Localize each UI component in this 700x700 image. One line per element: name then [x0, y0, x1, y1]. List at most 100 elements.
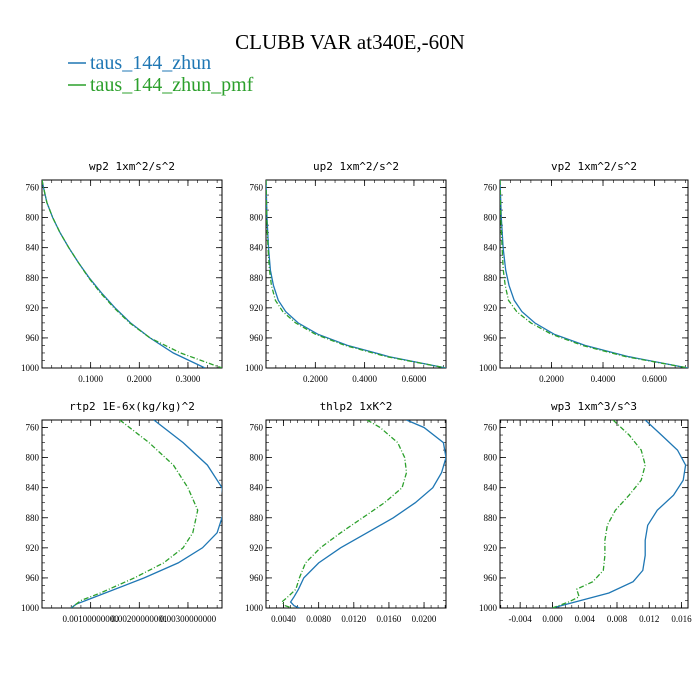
- y-tick-label: 760: [250, 183, 264, 193]
- x-tick-label: 0.3000: [176, 374, 201, 384]
- y-tick-label: 880: [250, 273, 264, 283]
- series-line-1: [280, 420, 408, 608]
- y-tick-label: 880: [26, 513, 40, 523]
- y-tick-label: 840: [250, 243, 264, 253]
- y-tick-label: 960: [484, 573, 498, 583]
- y-tick-label: 760: [484, 183, 498, 193]
- legend: taus_144_zhun taus_144_zhun_pmf: [68, 52, 254, 96]
- x-tick-label: 0.2000: [303, 374, 328, 384]
- y-tick-label: 920: [26, 543, 40, 553]
- series-line-0: [289, 420, 446, 608]
- x-tick-label: -0.004: [509, 614, 533, 624]
- panel-title: thlp2 1xK^2: [320, 400, 393, 413]
- x-tick-label: 0.0120: [341, 614, 366, 624]
- y-tick-label: 1000: [245, 603, 264, 613]
- y-tick-label: 840: [250, 483, 264, 493]
- y-tick-label: 840: [484, 483, 498, 493]
- panels: wp2 1xm^2/s^2 760 800 840 880 920 960 1000 0.100…: [21, 160, 692, 624]
- y-tick-label: 760: [250, 423, 264, 433]
- y-tick-label: 760: [484, 423, 498, 433]
- y-tick-label: 800: [250, 453, 264, 463]
- y-tick-label: 920: [484, 543, 498, 553]
- y-tick-label: 800: [484, 213, 498, 223]
- series-line-1: [70, 420, 199, 608]
- series-line-0: [552, 420, 687, 608]
- y-tick-label: 800: [484, 453, 498, 463]
- plot-frame: [499, 419, 689, 609]
- y-tick-label: 960: [250, 573, 264, 583]
- y-tick-label: 880: [26, 273, 40, 283]
- x-tick-label: 0.012: [639, 614, 659, 624]
- y-tick-label: 920: [250, 543, 264, 553]
- plot-frame: [41, 179, 223, 369]
- series-line-0: [266, 180, 446, 368]
- y-tick-label: 1000: [479, 603, 498, 613]
- x-tick-label: 0.000: [542, 614, 563, 624]
- x-tick-label: 0.4000: [352, 374, 377, 384]
- panel-3: rtp2 1E-6x(kg/kg)^2 760 800 840 880 920 960 100…: [21, 400, 223, 624]
- series-line-0: [42, 180, 206, 368]
- panel-title: rtp2 1E-6x(kg/kg)^2: [69, 400, 195, 413]
- y-tick-label: 960: [26, 333, 40, 343]
- y-tick-label: 960: [484, 333, 498, 343]
- plot-frame: [265, 419, 447, 609]
- x-tick-label: 0.0160: [377, 614, 402, 624]
- y-tick-label: 880: [484, 513, 498, 523]
- y-tick-label: 760: [26, 183, 40, 193]
- x-tick-label: 0.6000: [402, 374, 427, 384]
- y-tick-label: 800: [26, 213, 40, 223]
- x-tick-label: 0.2000: [127, 374, 152, 384]
- legend-label-0: taus_144_zhun: [90, 52, 211, 74]
- panel-5: wp3 1xm^3/s^3 760 800 840 880 920 960 1000 -0.00…: [479, 400, 692, 624]
- y-tick-label: 960: [26, 573, 40, 583]
- series-line-1: [552, 420, 646, 608]
- panel-title: up2 1xm^2/s^2: [313, 160, 399, 173]
- y-tick-label: 920: [26, 303, 40, 313]
- plot-frame: [41, 419, 223, 609]
- x-tick-label: 0.0080: [306, 614, 331, 624]
- x-tick-label: 0.0040: [271, 614, 296, 624]
- x-tick-label: 0.00100000000: [63, 614, 120, 624]
- panel-title: wp2 1xm^2/s^2: [89, 160, 175, 173]
- plot-frame: [265, 179, 447, 369]
- y-tick-label: 960: [250, 333, 264, 343]
- x-tick-label: 0.2000: [539, 374, 564, 384]
- series-line-1: [42, 180, 222, 368]
- x-tick-label: 0.6000: [642, 374, 667, 384]
- y-tick-label: 920: [250, 303, 264, 313]
- x-tick-label: 0.008: [607, 614, 628, 624]
- y-tick-label: 840: [26, 483, 40, 493]
- x-tick-label: 0.0200: [412, 614, 437, 624]
- series-line-0: [500, 180, 688, 368]
- y-tick-label: 880: [484, 273, 498, 283]
- x-tick-label: 0.016: [671, 614, 692, 624]
- y-tick-label: 920: [484, 303, 498, 313]
- y-tick-label: 1000: [479, 363, 498, 373]
- x-tick-label: 0.1000: [78, 374, 103, 384]
- panel-title: vp2 1xm^2/s^2: [551, 160, 637, 173]
- y-tick-label: 840: [26, 243, 40, 253]
- panel-1: up2 1xm^2/s^2 760 800 840 880 920 960 1000 0.200…: [245, 160, 447, 384]
- y-tick-label: 880: [250, 513, 264, 523]
- y-tick-label: 800: [26, 453, 40, 463]
- x-tick-label: 0.4000: [591, 374, 616, 384]
- y-tick-label: 800: [250, 213, 264, 223]
- series-line-1: [500, 180, 688, 368]
- series-line-1: [266, 180, 446, 368]
- y-tick-label: 1000: [245, 363, 264, 373]
- panel-title: wp3 1xm^3/s^3: [551, 400, 637, 413]
- panel-4: thlp2 1xK^2 760 800 840 880 920 960 1000 0.0040 0…: [245, 400, 447, 624]
- panel-2: vp2 1xm^2/s^2 760 800 840 880 920 960 1000 0.200…: [479, 160, 689, 384]
- plot-frame: [499, 179, 689, 369]
- series-line-0: [70, 420, 222, 608]
- x-tick-label: 0.00300000000: [160, 614, 217, 624]
- figure-title: CLUBB VAR at340E,-60N: [235, 30, 465, 54]
- panel-0: wp2 1xm^2/s^2 760 800 840 880 920 960 1000 0.100…: [21, 160, 223, 384]
- legend-label-1: taus_144_zhun_pmf: [90, 74, 254, 96]
- y-tick-label: 1000: [21, 363, 40, 373]
- y-tick-label: 760: [26, 423, 40, 433]
- x-tick-label: 0.00200000001: [111, 614, 167, 624]
- x-tick-label: 0.004: [575, 614, 596, 624]
